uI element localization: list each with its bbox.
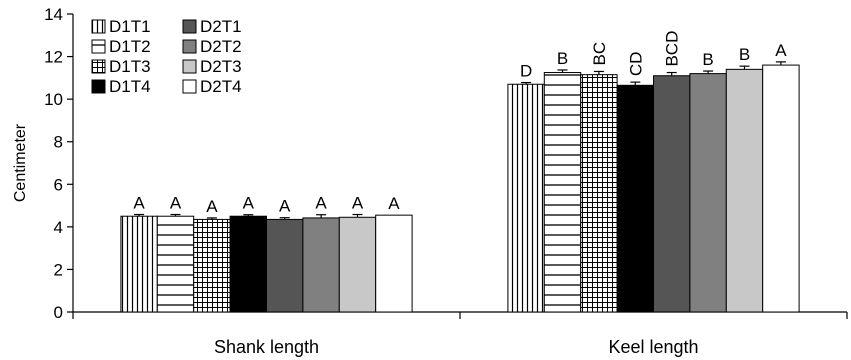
bar-d1t2	[156, 215, 195, 313]
significance-letter: B	[557, 49, 568, 68]
y-tick-label: 10	[44, 90, 63, 109]
y-tick-label: 2	[54, 260, 63, 279]
bar-d2t1	[653, 75, 691, 313]
legend-swatch	[182, 59, 197, 74]
bar-d2t3	[725, 68, 764, 313]
bar-d1t2	[543, 72, 582, 313]
bars	[120, 61, 800, 313]
legend-swatch	[182, 39, 197, 54]
legend-label: D1T3	[109, 57, 151, 76]
significance-letter: BCD	[663, 31, 682, 67]
significance-letter: CD	[626, 52, 645, 77]
bar-d2t1	[266, 218, 304, 313]
y-tick-label: 8	[54, 133, 63, 152]
legend-swatch	[91, 19, 106, 34]
legend-label: D2T2	[200, 37, 242, 56]
legend-swatch	[182, 19, 197, 34]
bar-d1t4	[229, 215, 268, 313]
significance-letter: B	[739, 45, 750, 64]
labels: Centimeter Shank length Keel length A A A A A A A…	[12, 31, 787, 357]
significance-letter: A	[315, 194, 327, 213]
significance-letter: BC	[590, 42, 609, 66]
significance-letter: B	[702, 50, 713, 69]
legend-label: D2T1	[200, 17, 242, 36]
bar-d2t4	[762, 64, 800, 313]
bar-d2t2	[689, 73, 727, 313]
bar-d1t4	[616, 84, 654, 313]
bar-d2t4	[375, 214, 413, 313]
significance-letter: D	[520, 62, 532, 81]
y-tick-label: 4	[54, 218, 63, 237]
significance-letter: A	[388, 194, 400, 213]
legend-swatch	[91, 39, 106, 54]
bar-d1t3	[580, 74, 618, 313]
y-axis-label: Centimeter	[12, 123, 29, 202]
legend-swatch	[91, 59, 106, 74]
y-tick-label: 14	[44, 5, 63, 24]
significance-letter: A	[206, 197, 218, 216]
significance-letter: A	[170, 194, 182, 213]
legend-label: D1T1	[109, 17, 151, 36]
legend-label: D1T4	[109, 77, 151, 96]
significance-letter: A	[243, 194, 255, 213]
legend-label: D2T4	[200, 77, 242, 96]
legend-swatch	[91, 79, 106, 94]
significance-letter: A	[133, 194, 145, 213]
y-tick-label: 6	[54, 175, 63, 194]
legend-label: D1T2	[109, 37, 151, 56]
legend-swatch	[182, 79, 197, 94]
y-tick-label: 0	[54, 303, 63, 322]
bar-d1t1	[120, 215, 158, 313]
bar-d1t1	[507, 83, 545, 313]
bar-d2t3	[338, 216, 377, 313]
significance-letter: A	[352, 194, 364, 213]
category-label: Keel length	[608, 337, 698, 357]
significance-letter: A	[775, 41, 787, 60]
category-label: Shank length	[214, 337, 319, 357]
legend-label: D2T3	[200, 57, 242, 76]
y-tick-label: 12	[44, 48, 63, 67]
bar-d2t2	[302, 217, 340, 313]
bar-d1t3	[193, 218, 231, 313]
significance-letter: A	[279, 197, 291, 216]
